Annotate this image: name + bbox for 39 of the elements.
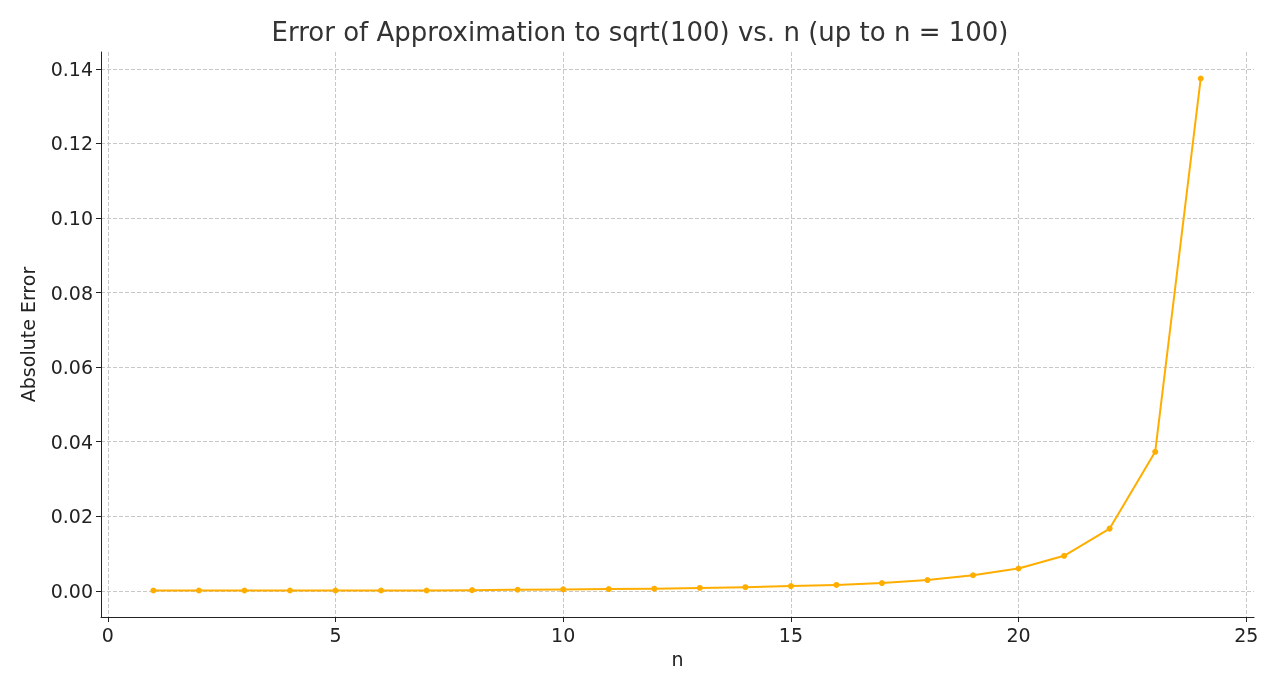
point (605, 586, 612, 593)
point (286, 587, 293, 594)
point (560, 586, 567, 593)
y-tick-label: 0.12 (50, 132, 93, 155)
y-tick-label: 0.08 (50, 281, 93, 304)
point (787, 583, 794, 590)
y-axis-title: Absolute Error (16, 266, 39, 403)
x-axis-title: n (671, 647, 684, 670)
point (332, 587, 339, 594)
x-tick-label: 15 (778, 623, 803, 646)
x-tick-label: 20 (1006, 623, 1031, 646)
point (1152, 448, 1159, 455)
y-tick-label: 0.06 (50, 356, 93, 379)
point (924, 577, 931, 584)
y-tick-label: 0.04 (50, 430, 93, 453)
point (423, 587, 430, 594)
y-tick-label: 0.10 (50, 206, 93, 229)
point (651, 585, 658, 592)
point (878, 580, 885, 587)
point (1106, 525, 1113, 532)
point (696, 584, 703, 591)
x-tick-label: 25 (1234, 623, 1259, 646)
point (1061, 552, 1068, 559)
point (970, 572, 977, 579)
y-tick-label: 0.02 (50, 505, 93, 528)
x-tick-label: 5 (329, 623, 342, 646)
point (742, 584, 749, 591)
point (378, 587, 385, 594)
point (241, 587, 248, 594)
point (1015, 565, 1022, 572)
x-tick-label: 10 (551, 623, 576, 646)
chart-title: Error of Approximation to sqrt(100) vs. n (up to n = 100) (271, 17, 1009, 47)
y-tick-label: 0.14 (50, 57, 93, 80)
y-tick-label: 0.00 (50, 579, 93, 602)
point (195, 587, 202, 594)
point (469, 587, 476, 594)
point (514, 586, 521, 593)
x-tick-label: 0 (101, 623, 114, 646)
point (833, 581, 840, 588)
